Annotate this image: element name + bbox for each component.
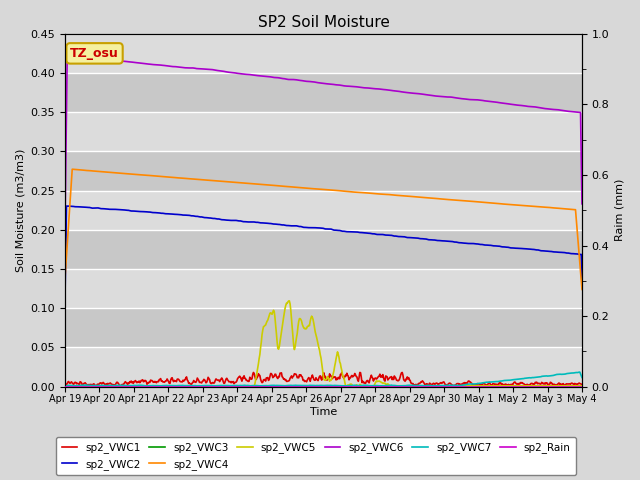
sp2_VWC6: [61, 219, 69, 225]
sp2_VWC1: [428, 383, 436, 389]
sp2_VWC3: [124, 384, 131, 389]
Legend: sp2_VWC1, sp2_VWC2, sp2_VWC3, sp2_VWC4, sp2_VWC5, sp2_VWC6, sp2_VWC7, sp2_Rain: sp2_VWC1, sp2_VWC2, sp2_VWC3, sp2_VWC4, …: [56, 437, 576, 475]
Text: TZ_osu: TZ_osu: [70, 47, 119, 60]
sp2_Rain: [401, 384, 409, 389]
sp2_Rain: [70, 384, 78, 389]
Y-axis label: Soil Moisture (m3/m3): Soil Moisture (m3/m3): [15, 149, 25, 272]
sp2_VWC6: [63, 55, 71, 60]
sp2_VWC1: [204, 378, 211, 384]
sp2_VWC6: [402, 90, 410, 96]
sp2_VWC4: [402, 193, 410, 199]
sp2_VWC5: [176, 383, 184, 389]
sp2_VWC3: [61, 384, 69, 389]
Line: sp2_VWC2: sp2_VWC2: [65, 206, 582, 296]
sp2_VWC7: [578, 374, 586, 380]
sp2_VWC1: [124, 382, 131, 387]
sp2_VWC5: [578, 383, 586, 389]
sp2_Rain: [176, 384, 184, 389]
sp2_VWC7: [401, 383, 409, 389]
Bar: [65, 269, 582, 308]
Line: sp2_VWC5: sp2_VWC5: [65, 301, 582, 386]
sp2_VWC5: [124, 383, 131, 389]
sp2_VWC7: [70, 383, 78, 389]
sp2_VWC2: [578, 285, 586, 290]
sp2_Rain: [386, 384, 394, 389]
Line: sp2_VWC1: sp2_VWC1: [65, 372, 582, 386]
sp2_Rain: [124, 384, 131, 389]
sp2_VWC2: [71, 204, 79, 210]
Bar: [65, 230, 582, 269]
sp2_VWC3: [70, 384, 78, 389]
sp2_VWC6: [124, 59, 132, 65]
Bar: [65, 308, 582, 348]
sp2_VWC5: [61, 383, 69, 389]
sp2_VWC7: [176, 383, 184, 388]
Line: sp2_VWC7: sp2_VWC7: [65, 372, 582, 386]
sp2_VWC5: [204, 383, 211, 389]
sp2_VWC2: [63, 203, 70, 209]
Bar: [65, 112, 582, 152]
sp2_VWC2: [61, 293, 69, 299]
sp2_VWC6: [71, 55, 79, 60]
sp2_VWC6: [177, 64, 184, 70]
sp2_VWC4: [68, 167, 76, 172]
sp2_VWC1: [402, 376, 410, 382]
sp2_VWC4: [177, 175, 184, 181]
sp2_VWC3: [176, 384, 184, 389]
Bar: [65, 348, 582, 386]
sp2_VWC5: [285, 298, 293, 304]
sp2_VWC2: [177, 212, 184, 217]
sp2_VWC2: [204, 215, 212, 221]
sp2_VWC4: [578, 287, 586, 292]
sp2_VWC2: [387, 232, 395, 238]
sp2_VWC4: [71, 167, 79, 172]
sp2_VWC6: [204, 66, 212, 72]
sp2_VWC1: [250, 370, 257, 375]
sp2_VWC7: [61, 383, 69, 389]
sp2_VWC4: [387, 192, 395, 198]
Bar: [65, 73, 582, 112]
X-axis label: Time: Time: [310, 407, 337, 417]
Y-axis label: Raim (mm): Raim (mm): [615, 179, 625, 241]
sp2_VWC7: [386, 383, 394, 388]
sp2_VWC7: [124, 383, 131, 389]
sp2_VWC4: [204, 177, 212, 183]
Bar: [65, 152, 582, 191]
sp2_Rain: [61, 384, 69, 389]
sp2_Rain: [204, 384, 211, 389]
Bar: [65, 191, 582, 230]
sp2_Rain: [578, 384, 586, 389]
sp2_VWC1: [387, 374, 395, 380]
sp2_VWC5: [70, 383, 78, 389]
sp2_VWC5: [342, 384, 350, 389]
sp2_VWC1: [70, 380, 78, 385]
sp2_VWC4: [124, 171, 132, 177]
sp2_VWC1: [578, 382, 586, 387]
Line: sp2_VWC6: sp2_VWC6: [65, 58, 582, 222]
sp2_VWC4: [61, 275, 69, 281]
Title: SP2 Soil Moisture: SP2 Soil Moisture: [257, 15, 389, 30]
sp2_VWC1: [61, 382, 69, 388]
sp2_VWC3: [578, 384, 586, 389]
sp2_VWC6: [387, 87, 395, 93]
sp2_VWC3: [386, 384, 394, 389]
Line: sp2_VWC4: sp2_VWC4: [65, 169, 582, 289]
sp2_VWC5: [403, 383, 410, 389]
Bar: [65, 34, 582, 73]
sp2_VWC7: [576, 369, 584, 375]
sp2_VWC2: [402, 234, 410, 240]
sp2_VWC5: [388, 384, 396, 389]
sp2_VWC2: [124, 207, 132, 213]
sp2_VWC1: [176, 379, 184, 384]
sp2_VWC6: [578, 201, 586, 207]
sp2_VWC3: [401, 384, 409, 389]
sp2_VWC3: [204, 384, 211, 389]
sp2_VWC7: [204, 383, 211, 388]
